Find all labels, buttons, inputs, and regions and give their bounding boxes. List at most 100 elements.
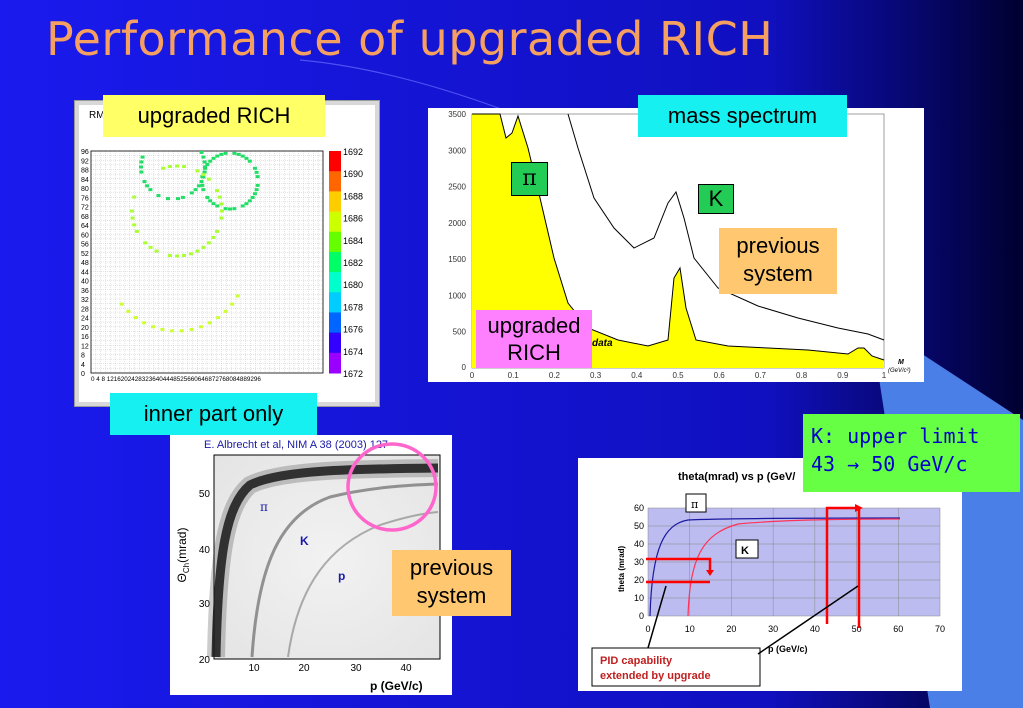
- previous-system-label-1: previous system: [719, 228, 837, 294]
- limit-y-tick: 30: [634, 557, 644, 567]
- theta-citation: E. Albrecht et al, NIM A 38 (2003) 127: [204, 439, 388, 451]
- limit-x-tick: 70: [935, 624, 945, 634]
- ring-hit: [215, 155, 219, 158]
- theta-y-tick: 40: [199, 545, 211, 556]
- limit-pi-label: π: [691, 498, 698, 511]
- ring-hit: [241, 204, 245, 207]
- theta-y-tick: 20: [199, 655, 211, 666]
- theta-x-tick: 10: [248, 663, 260, 674]
- mass-x-tick: 0.6: [714, 371, 726, 380]
- mass-y-tick: 2000: [448, 219, 466, 228]
- limit-x-tick: 0: [645, 624, 650, 634]
- ring-hit: [232, 152, 236, 155]
- ring-hit: [189, 252, 193, 255]
- mass-spectrum-label: mass spectrum: [638, 95, 847, 137]
- ring-hit: [130, 210, 134, 213]
- ring-hit: [131, 217, 135, 220]
- ring-hit: [145, 184, 149, 187]
- ring-plot-panel: RM 96 92 88 84 80 76 72 68 64 60 56 52 48 44 40 36 32 28 2…: [74, 100, 380, 407]
- ring-hit: [256, 175, 260, 178]
- ring-hit: [200, 180, 204, 183]
- ring-hit: [256, 184, 260, 187]
- ring-hit: [218, 196, 222, 199]
- mass-x-tick: 0.8: [796, 371, 808, 380]
- ring-hit: [181, 196, 185, 199]
- theta-x-tick: 20: [298, 663, 310, 674]
- ring-hit: [168, 165, 172, 168]
- ring-hit: [237, 153, 241, 156]
- pi-label: π: [511, 162, 548, 196]
- ring-y-tick: 40: [81, 279, 89, 286]
- ring-hit: [244, 202, 248, 205]
- colorbar-segment: [329, 171, 341, 192]
- colorbar-segment: [329, 353, 341, 374]
- limit-x-tick: 10: [685, 624, 695, 634]
- colorbar-segment: [329, 232, 341, 253]
- colorbar-segment: [329, 191, 341, 212]
- slide-title: Performance of upgraded RICH: [46, 12, 773, 66]
- ring-y-tick: 88: [81, 168, 89, 175]
- ring-y-tick: 92: [81, 158, 89, 165]
- mass-y-tick: 3000: [448, 146, 466, 155]
- ring-hit: [215, 204, 219, 207]
- colorbar-segment: [329, 252, 341, 273]
- ring-hit: [255, 188, 259, 191]
- ring-hit: [201, 188, 205, 191]
- ring-hit: [160, 328, 164, 331]
- ring-hit: [195, 250, 199, 253]
- ring-hit: [212, 157, 216, 160]
- colorbar-tick: 1676: [343, 325, 363, 335]
- ring-hit: [205, 163, 209, 166]
- theta-xlabel: p (GeV/c): [370, 679, 423, 693]
- ring-y-tick: 0: [81, 371, 85, 378]
- limit-y-tick: 50: [634, 521, 644, 531]
- colorbar-tick: 1678: [343, 302, 363, 312]
- ring-hit: [175, 165, 179, 168]
- ring-y-tick: 16: [81, 334, 89, 341]
- colorbar-segment: [329, 151, 341, 172]
- pid-label-line1: PID capability: [600, 655, 673, 667]
- ring-hit: [219, 202, 223, 205]
- ring-hit: [155, 250, 159, 253]
- ring-hit: [255, 171, 259, 174]
- ring-hit: [175, 255, 179, 258]
- colorbar-segment: [329, 333, 341, 354]
- colorbar-tick: 1682: [343, 258, 363, 268]
- ring-y-tick: 48: [81, 260, 89, 267]
- ring-hit: [134, 316, 138, 319]
- pid-label-line2: extended by upgrade: [600, 670, 711, 682]
- ring-hit: [228, 208, 232, 211]
- ring-hit: [253, 192, 257, 195]
- ring-y-tick: 32: [81, 297, 89, 304]
- limit-k-label: K: [741, 545, 749, 557]
- ring-hit: [139, 171, 143, 174]
- ring-y-tick: 12: [81, 343, 89, 350]
- colorbar-tick: 1692: [343, 147, 363, 157]
- ring-hit: [139, 166, 143, 169]
- inner-part-only-label: inner part only: [110, 393, 317, 435]
- ring-hit: [170, 329, 174, 332]
- mass-y-tick: 1500: [448, 255, 466, 264]
- ring-y-tick: 28: [81, 306, 89, 313]
- ring-y-tick: 76: [81, 195, 89, 202]
- mass-x-tick: 0.9: [837, 371, 849, 380]
- ring-plot-colorbar: [329, 151, 341, 374]
- ring-hit: [224, 207, 228, 210]
- limit-x-tick: 30: [768, 624, 778, 634]
- ring-hit: [180, 329, 184, 332]
- ring-hit: [219, 153, 223, 156]
- ring-y-tick: 52: [81, 251, 89, 258]
- limit-plot-panel: theta(mrad) vs p (GeV/ 60 50 40 30 20 10 0 0 10…: [578, 458, 962, 691]
- mass-x-tick: 0.1: [508, 371, 520, 380]
- theta-x-tick: 40: [400, 663, 412, 674]
- colorbar-tick: 1674: [343, 347, 363, 357]
- ring-hit: [149, 246, 153, 249]
- ring-hit: [248, 160, 252, 163]
- limit-plot-title: theta(mrad) vs p (GeV/: [678, 471, 795, 483]
- ring-hit: [182, 254, 186, 257]
- ring-hit: [203, 167, 207, 170]
- colorbar-segment: [329, 312, 341, 333]
- ring-hit: [139, 160, 143, 163]
- ring-hit: [199, 325, 203, 328]
- mass-y-tick: 2500: [448, 183, 466, 192]
